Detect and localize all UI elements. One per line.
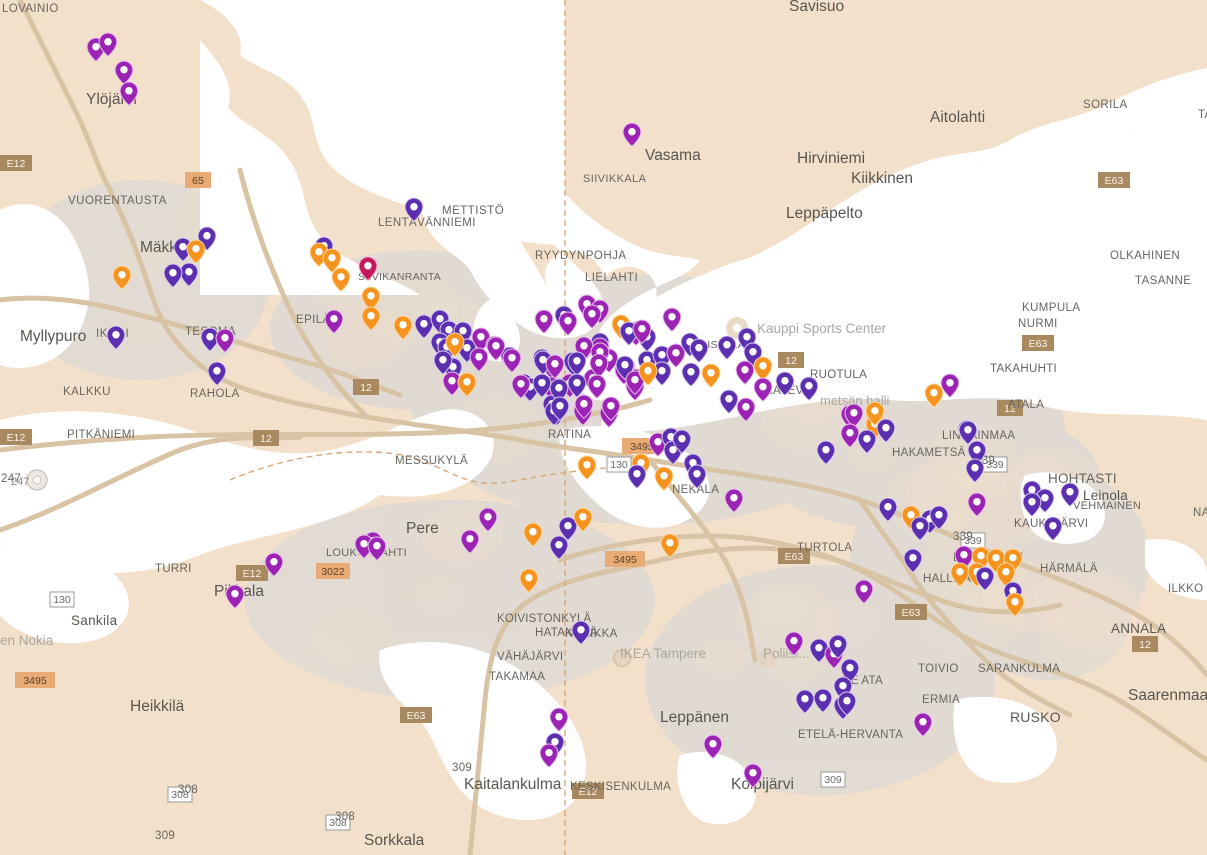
svg-text:12: 12 [260, 433, 272, 445]
svg-text:RAHOLA: RAHOLA [190, 388, 240, 400]
svg-text:IKEA Tampere: IKEA Tampere [620, 646, 706, 661]
svg-text:SIIVIKKALA: SIIVIKKALA [583, 173, 647, 185]
svg-text:247: 247 [1, 473, 21, 485]
svg-text:Vasama: Vasama [645, 147, 701, 164]
svg-text:E12: E12 [7, 158, 26, 170]
svg-text:TOIVIO: TOIVIO [918, 663, 959, 675]
svg-text:RYYDYNPOHJA: RYYDYNPOHJA [535, 250, 627, 262]
svg-text:TAKAMAA: TAKAMAA [489, 671, 545, 683]
svg-text:Kaitalankulma: Kaitalankulma [464, 776, 562, 793]
svg-text:MESSUKYLÄ: MESSUKYLÄ [395, 455, 468, 467]
svg-text:Kiikkinen: Kiikkinen [851, 170, 913, 187]
svg-text:en Nokia: en Nokia [0, 633, 54, 648]
svg-text:TASANNE: TASANNE [1135, 275, 1191, 287]
svg-text:LENTÄVÄNNIEMI: LENTÄVÄNNIEMI [378, 217, 476, 229]
svg-text:ATALA: ATALA [1008, 399, 1044, 411]
svg-text:RUOTULA: RUOTULA [810, 369, 867, 381]
svg-text:Leppänen: Leppänen [660, 709, 729, 726]
svg-text:RUSKO: RUSKO [1010, 709, 1061, 725]
svg-text:ERMIA: ERMIA [922, 694, 960, 706]
svg-text:KESKISENKULMA: KESKISENKULMA [570, 781, 671, 793]
svg-text:HOHTASTI: HOHTASTI [1048, 471, 1117, 486]
svg-text:Myllypuro: Myllypuro [20, 328, 86, 345]
svg-text:ILKKO: ILKKO [1168, 583, 1203, 595]
svg-text:E63: E63 [1105, 175, 1124, 187]
svg-text:TAKAHUHTI: TAKAHUHTI [990, 363, 1057, 375]
svg-text:12: 12 [360, 382, 372, 394]
svg-text:SORILA: SORILA [1083, 99, 1128, 111]
svg-text:RATINA: RATINA [548, 429, 591, 441]
svg-text:3495: 3495 [613, 554, 637, 566]
svg-text:E63: E63 [407, 710, 426, 722]
svg-text:Hirviniemi: Hirviniemi [797, 150, 865, 167]
svg-text:130: 130 [610, 459, 628, 471]
svg-text:Aitolahti: Aitolahti [930, 109, 985, 126]
svg-text:LOVAINIO: LOVAINIO [2, 3, 59, 15]
svg-text:LINNAINMAA: LINNAINMAA [942, 430, 1015, 442]
svg-text:3022: 3022 [321, 566, 345, 578]
svg-text:Poliisi...: Poliisi... [763, 646, 810, 661]
svg-text:Savisuo: Savisuo [789, 0, 844, 15]
svg-text:130: 130 [53, 594, 71, 606]
svg-text:NURMI: NURMI [1018, 318, 1058, 330]
svg-text:VEHMAINEN: VEHMAINEN [1073, 500, 1141, 512]
svg-text:TURRI: TURRI [155, 563, 192, 575]
svg-text:HÄRMÄLÄ: HÄRMÄLÄ [1040, 563, 1098, 575]
svg-text:E63: E63 [1029, 338, 1048, 350]
svg-text:308: 308 [178, 784, 198, 796]
svg-text:ETELÄ-HERVANTA: ETELÄ-HERVANTA [798, 729, 903, 741]
svg-text:Sorkkala: Sorkkala [364, 832, 425, 849]
svg-text:Sankila: Sankila [71, 613, 118, 628]
svg-text:E63: E63 [902, 607, 921, 619]
svg-text:Kauppi Sports Center: Kauppi Sports Center [757, 321, 887, 336]
svg-text:SARANKULMA: SARANKULMA [978, 663, 1060, 675]
svg-text:HAKAMETSÄ: HAKAMETSÄ [892, 447, 966, 459]
svg-text:TA: TA [1198, 109, 1207, 121]
svg-text:12: 12 [1139, 639, 1151, 651]
svg-text:TURTOLA: TURTOLA [797, 542, 852, 554]
svg-text:309: 309 [824, 774, 842, 786]
svg-text:309: 309 [155, 830, 175, 842]
svg-text:308: 308 [335, 811, 355, 823]
svg-text:E12: E12 [7, 432, 26, 444]
svg-text:309: 309 [452, 762, 472, 774]
svg-text:Pere: Pere [406, 520, 439, 537]
svg-text:NATTARI: NATTARI [1193, 507, 1207, 519]
svg-text:VÄHÄJÄRVI: VÄHÄJÄRVI [497, 651, 563, 663]
svg-text:OLKAHINEN: OLKAHINEN [1110, 250, 1180, 262]
svg-text:KUMPULA: KUMPULA [1022, 302, 1080, 314]
svg-text:12: 12 [785, 355, 797, 367]
svg-text:Saarenmaa: Saarenmaa [1128, 687, 1207, 704]
svg-text:E12: E12 [243, 568, 262, 580]
svg-text:65: 65 [192, 175, 204, 187]
svg-text:LIELAHTI: LIELAHTI [585, 272, 638, 284]
svg-text:ANNALA: ANNALA [1111, 621, 1166, 636]
svg-text:Leppäpelto: Leppäpelto [786, 205, 863, 222]
svg-text:3495: 3495 [23, 675, 47, 687]
svg-text:KALKKU: KALKKU [63, 386, 111, 398]
svg-text:339: 339 [953, 531, 973, 543]
svg-text:METTISTÖ: METTISTÖ [442, 205, 504, 217]
svg-text:Heikkilä: Heikkilä [130, 698, 185, 715]
svg-text:VUORENTAUSTA: VUORENTAUSTA [68, 195, 167, 207]
svg-text:PITKÄNIEMI: PITKÄNIEMI [67, 429, 135, 441]
svg-text:Koipijärvi: Koipijärvi [731, 776, 794, 793]
